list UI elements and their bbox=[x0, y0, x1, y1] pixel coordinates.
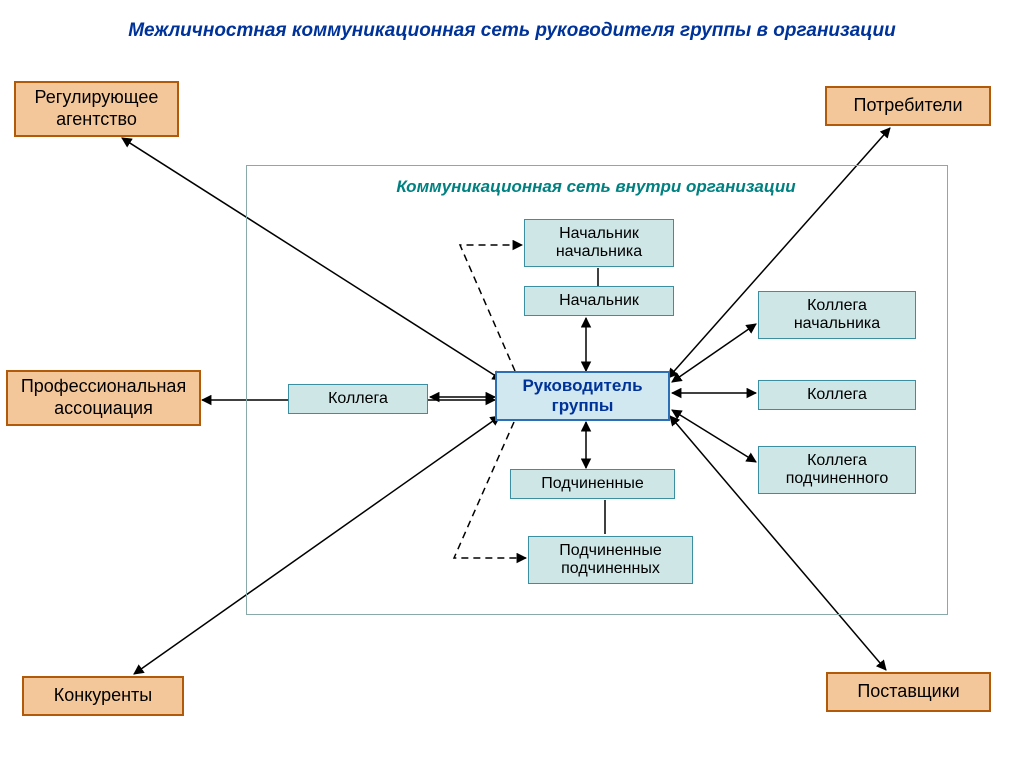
node-competitors: Конкуренты bbox=[22, 676, 184, 716]
node-label: Коллегаподчиненного bbox=[786, 452, 889, 489]
node-label: Коллега bbox=[328, 390, 388, 408]
node-suppliers: Поставщики bbox=[826, 672, 991, 712]
node-colleague-boss: Коллеганачальника bbox=[758, 291, 916, 339]
node-label: Начальник bbox=[559, 292, 639, 310]
node-label: Регулирующееагентство bbox=[35, 87, 159, 130]
node-label: Коллега bbox=[807, 386, 867, 404]
node-boss-boss: Начальникначальника bbox=[524, 219, 674, 267]
node-label: Подчиненныеподчиненных bbox=[559, 542, 661, 579]
page-title: Межличностная коммуникационная сеть руко… bbox=[0, 20, 1024, 42]
node-label: Начальникначальника bbox=[556, 225, 642, 262]
node-label: Руководительгруппы bbox=[522, 376, 642, 415]
node-group-leader: Руководительгруппы bbox=[495, 371, 670, 421]
node-boss: Начальник bbox=[524, 286, 674, 316]
node-label: Коллеганачальника bbox=[794, 297, 880, 334]
node-label: Профессиональнаяассоциация bbox=[21, 376, 186, 419]
node-colleague-right: Коллега bbox=[758, 380, 916, 410]
node-label: Поставщики bbox=[857, 681, 959, 703]
node-label: Потребители bbox=[854, 95, 963, 117]
node-prof-assoc: Профессиональнаяассоциация bbox=[6, 370, 201, 426]
node-colleague-sub: Коллегаподчиненного bbox=[758, 446, 916, 494]
node-label: Конкуренты bbox=[54, 685, 152, 707]
node-consumers: Потребители bbox=[825, 86, 991, 126]
node-subordinates: Подчиненные bbox=[510, 469, 675, 499]
node-label: Подчиненные bbox=[541, 475, 643, 493]
diagram-canvas: Межличностная коммуникационная сеть руко… bbox=[0, 0, 1024, 767]
node-sub-sub: Подчиненныеподчиненных bbox=[528, 536, 693, 584]
node-regulating-agency: Регулирующееагентство bbox=[14, 81, 179, 137]
inner-title: Коммуникационная сеть внутри организации bbox=[336, 177, 856, 197]
node-colleague-left: Коллега bbox=[288, 384, 428, 414]
